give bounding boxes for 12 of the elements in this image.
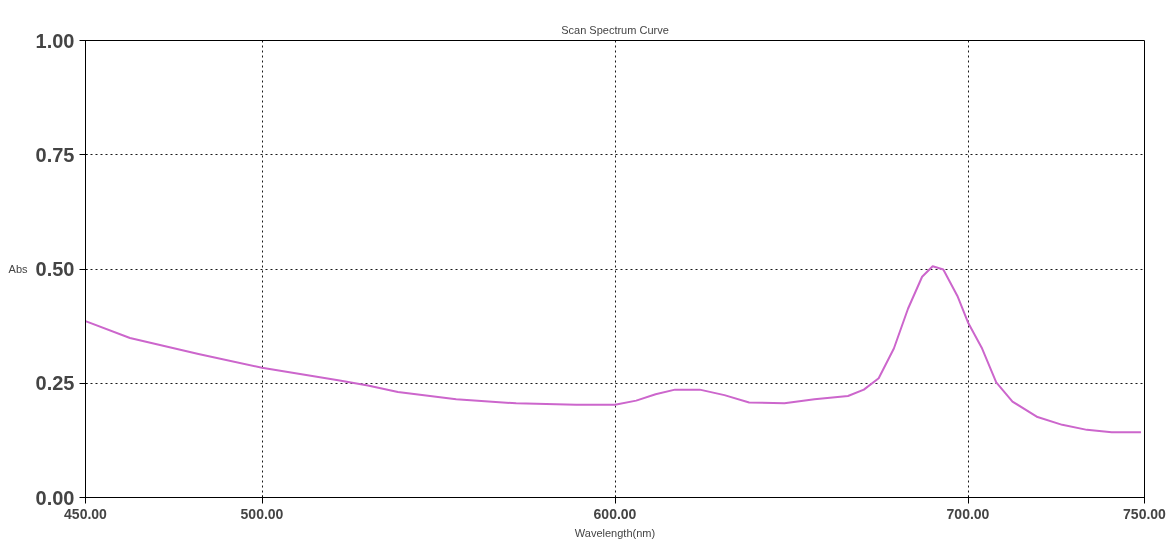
y-axis-title: Abs: [8, 263, 29, 275]
x-tick-label: 600.00: [593, 505, 637, 522]
x-tick-label: 750.00: [1123, 505, 1167, 522]
x-tick-label: 500.00: [240, 505, 284, 522]
y-tick-label: 1.00: [35, 29, 75, 52]
y-tick-label: 0.75: [35, 143, 75, 166]
y-tick-label: 0.50: [35, 258, 75, 280]
x-axis-title: Wavelength(nm): [574, 526, 656, 539]
line-series: [85, 265, 1142, 434]
x-tick-label: 700.00: [946, 505, 990, 522]
y-tick-label: 0.25: [35, 372, 75, 395]
chart-title: Scan Spectrum Curve: [561, 23, 669, 36]
